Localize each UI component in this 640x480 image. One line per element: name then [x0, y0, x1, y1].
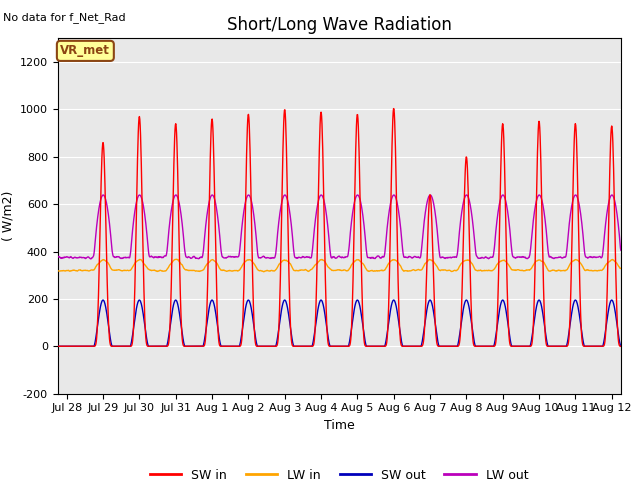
Legend: SW in, LW in, SW out, LW out: SW in, LW in, SW out, LW out — [145, 464, 533, 480]
Y-axis label: ( W/m2): ( W/m2) — [1, 191, 14, 241]
Title: Short/Long Wave Radiation: Short/Long Wave Radiation — [227, 16, 452, 34]
X-axis label: Time: Time — [324, 419, 355, 432]
Text: No data for f_Net_Rad: No data for f_Net_Rad — [3, 12, 126, 23]
Text: VR_met: VR_met — [60, 44, 110, 58]
